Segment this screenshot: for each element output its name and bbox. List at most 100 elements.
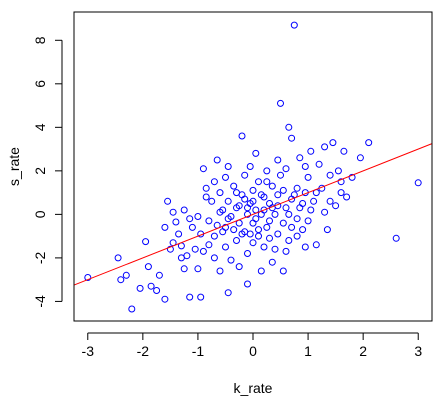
data-point-72 [274, 191, 282, 199]
data-point-155 [293, 232, 301, 240]
data-point-35 [222, 243, 229, 251]
data-point-145 [282, 247, 290, 255]
data-point-33 [219, 228, 227, 236]
data-point-22 [194, 265, 202, 273]
data-point-6 [147, 282, 155, 290]
data-point-140 [233, 189, 240, 197]
y-tick-label: 4 [32, 123, 48, 131]
data-point-21 [191, 245, 199, 253]
data-point-107 [348, 173, 356, 181]
data-point-119 [230, 226, 238, 234]
data-point-34 [222, 173, 229, 181]
data-point-141 [260, 206, 268, 214]
data-point-101 [329, 139, 337, 147]
data-point-138 [222, 223, 229, 231]
data-point-20 [188, 223, 196, 231]
data-point-62 [257, 267, 265, 275]
data-point-157 [144, 263, 152, 271]
data-point-133 [307, 206, 315, 214]
data-point-158 [122, 271, 130, 279]
data-point-36 [224, 289, 232, 297]
data-point-25 [202, 184, 210, 192]
data-point-90 [304, 173, 312, 181]
data-point-120 [235, 202, 243, 210]
x-tick-label: -2 [137, 343, 150, 359]
data-point-152 [180, 206, 188, 214]
data-point-59 [255, 226, 262, 234]
data-point-121 [241, 195, 249, 203]
data-point-66 [266, 217, 273, 225]
data-point-78 [282, 165, 290, 173]
data-point-82 [288, 134, 296, 142]
data-point-85 [293, 184, 301, 192]
data-point-83 [290, 21, 298, 29]
x-axis-title: k_rate [234, 380, 273, 396]
data-point-18 [183, 252, 191, 260]
x-tick-label: 1 [304, 343, 312, 359]
data-point-23 [197, 293, 205, 301]
data-point-75 [279, 219, 287, 227]
data-point-7 [153, 287, 161, 294]
data-point-135 [263, 178, 271, 186]
data-point-111 [414, 179, 422, 187]
y-tick-label: 6 [32, 80, 48, 88]
data-point-48 [241, 171, 249, 179]
data-point-109 [365, 139, 373, 147]
data-point-125 [263, 223, 271, 231]
data-point-53 [246, 163, 254, 170]
data-point-84 [293, 215, 301, 223]
data-point-129 [285, 210, 293, 218]
data-point-27 [208, 197, 216, 205]
data-point-144 [210, 254, 218, 262]
data-point-148 [244, 204, 251, 212]
data-point-105 [340, 147, 348, 155]
data-point-153 [202, 193, 210, 201]
data-point-73 [277, 99, 284, 107]
data-point-128 [279, 186, 287, 194]
y-axis-title: s_rate [6, 147, 22, 186]
data-point-2 [117, 276, 125, 284]
data-point-0 [84, 274, 92, 281]
data-point-137 [255, 232, 262, 240]
data-point-50 [244, 250, 251, 257]
x-tick-label: -1 [192, 343, 205, 359]
data-point-143 [194, 213, 202, 220]
data-point-86 [296, 154, 304, 162]
data-point-29 [210, 232, 218, 240]
data-point-110 [392, 234, 400, 242]
data-point-79 [285, 123, 293, 131]
data-point-14 [172, 218, 180, 226]
y-tick-label: -4 [32, 295, 48, 308]
data-point-156 [337, 189, 345, 197]
data-points [84, 21, 422, 313]
x-tick-label: 2 [359, 343, 367, 359]
data-point-100 [326, 171, 334, 179]
y-tick-label: 8 [32, 36, 48, 44]
data-point-13 [169, 208, 177, 216]
data-point-160 [224, 163, 232, 170]
data-point-149 [249, 197, 257, 205]
data-point-11 [166, 245, 174, 253]
data-point-124 [257, 191, 265, 199]
data-point-113 [186, 215, 194, 223]
data-point-5 [142, 238, 150, 246]
data-point-151 [326, 197, 334, 205]
data-point-40 [230, 182, 238, 190]
data-point-112 [175, 230, 183, 238]
data-point-103 [334, 167, 342, 175]
data-point-49 [244, 210, 251, 218]
data-point-1 [114, 254, 122, 262]
data-point-98 [321, 208, 329, 216]
data-point-161 [301, 243, 309, 251]
data-point-118 [224, 215, 232, 223]
data-point-42 [233, 237, 240, 244]
data-point-65 [263, 167, 271, 175]
data-point-24 [199, 165, 207, 173]
data-point-147 [266, 234, 273, 242]
data-point-67 [266, 200, 273, 207]
data-point-154 [274, 156, 282, 164]
x-tick-label: -3 [82, 343, 95, 359]
data-point-159 [155, 271, 163, 279]
data-point-26 [205, 217, 213, 225]
data-point-76 [279, 267, 287, 275]
